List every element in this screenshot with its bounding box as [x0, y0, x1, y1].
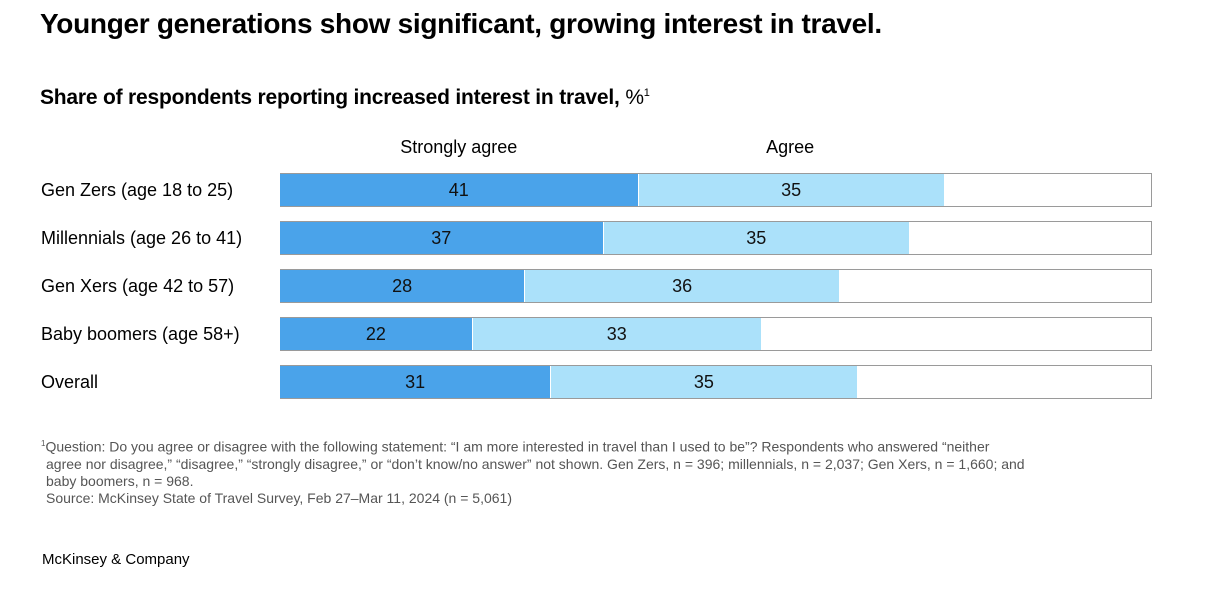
data-label: 41	[448, 179, 469, 200]
unit-label: %	[625, 86, 644, 109]
category-label: Gen Xers (age 42 to 57)	[41, 276, 235, 296]
chart-subtitle: Share of respondents reporting increased…	[40, 86, 650, 109]
data-label: 33	[606, 323, 627, 344]
bar-track: 22 33	[280, 317, 1152, 351]
bar-segment-agree: 35	[602, 222, 909, 254]
legend-strongly-agree: Strongly agree	[400, 137, 518, 157]
data-label: 28	[392, 275, 413, 296]
data-label: 35	[693, 371, 714, 392]
category-label: Overall	[41, 372, 99, 392]
data-label: 31	[405, 371, 426, 392]
bar-track: 31 35	[280, 365, 1152, 399]
bar-segment-strongly-agree: 28	[280, 270, 525, 302]
bar-segment-strongly-agree: 31	[280, 366, 551, 398]
category-label: Gen Zers (age 18 to 25)	[41, 180, 234, 200]
footnote-line: agree nor disagree,” “disagree,” “strong…	[46, 455, 1025, 472]
footnotes: 1Question: Do you agree or disagree with…	[41, 435, 1161, 507]
bar-track: 37 35	[280, 221, 1152, 255]
bar-segment-agree: 35	[637, 174, 944, 206]
data-label: 22	[365, 323, 386, 344]
page-title: Younger generations show significant, gr…	[40, 8, 882, 39]
footnote-line: 1Question: Do you agree or disagree with…	[41, 438, 990, 455]
bar-segment-agree: 35	[550, 366, 857, 398]
data-label: 35	[781, 179, 802, 200]
bar-segment-strongly-agree: 41	[280, 174, 638, 206]
bar-track: 41 35	[280, 173, 1152, 207]
footnote-line: baby boomers, n = 968.	[46, 472, 194, 489]
data-label: 36	[672, 275, 693, 296]
bar-track: 28 36	[280, 269, 1152, 303]
category-label: Baby boomers (age 58+)	[41, 324, 240, 344]
category-label: Millennials (age 26 to 41)	[41, 228, 243, 248]
bar-segment-strongly-agree: 22	[280, 318, 472, 350]
footnote-marker: 1	[643, 87, 650, 99]
bar-segment-strongly-agree: 37	[280, 222, 603, 254]
bar-segment-agree: 36	[524, 270, 840, 302]
data-label: 37	[431, 227, 452, 248]
data-label: 35	[746, 227, 767, 248]
bar-segment-agree: 33	[471, 318, 761, 350]
brand-logo: McKinsey & Company	[42, 551, 190, 568]
source-line: Source: McKinsey State of Travel Survey,…	[46, 489, 512, 506]
legend-agree: Agree	[766, 137, 815, 157]
